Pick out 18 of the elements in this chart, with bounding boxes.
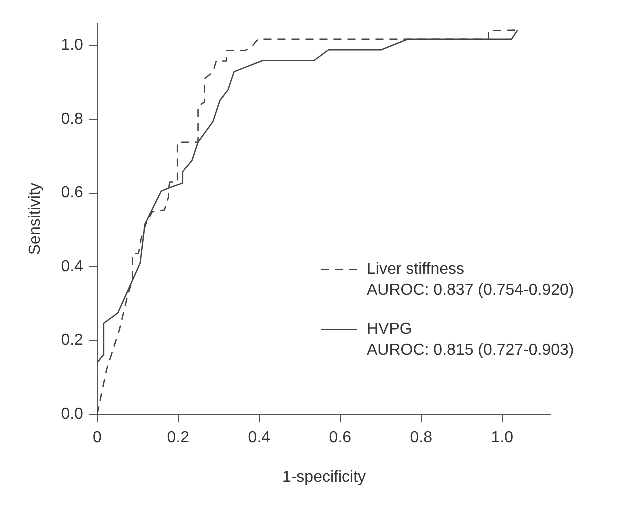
- x-tick-label: 0.8: [410, 430, 433, 447]
- y-tick-label: 0.6: [61, 184, 84, 202]
- y-tick-label: 0.0: [61, 406, 84, 424]
- legend-label: Liver stiffness: [367, 261, 465, 278]
- x-tick-label: 0: [92, 430, 102, 447]
- annotation: AUROC: 0.815 (0.727-0.903): [367, 342, 574, 360]
- y-axis-title: Sensitivity: [27, 183, 44, 256]
- y-tick-label: 1.0: [61, 37, 84, 54]
- x-axis-title: 1-specificity: [282, 468, 366, 486]
- y-tick-label: 0.4: [61, 258, 84, 276]
- legend-label: HVPG: [367, 321, 412, 338]
- annotation: AUROC: 0.837 (0.754-0.920): [367, 282, 574, 300]
- y-tick-label: 0.2: [61, 332, 84, 350]
- x-tick-label: 0.4: [248, 430, 271, 447]
- x-tick-label: 0.2: [167, 430, 190, 447]
- x-tick-label: 0.6: [329, 430, 352, 447]
- x-tick-label: 1.0: [491, 430, 514, 447]
- y-tick-label: 0.8: [61, 110, 84, 128]
